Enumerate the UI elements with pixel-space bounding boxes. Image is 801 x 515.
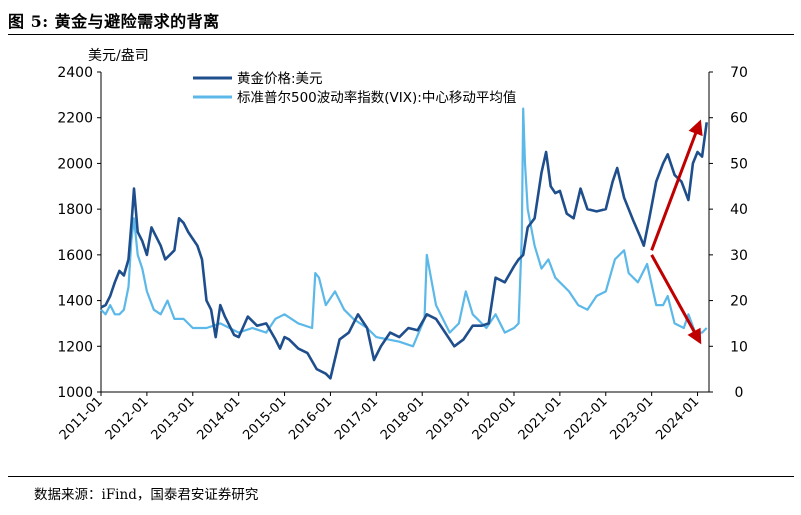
- trend-arrows: [650, 119, 703, 345]
- vix-series-line: [100, 107, 708, 348]
- gold-rising-arrow: [650, 119, 703, 251]
- right-tick-label: 40: [730, 202, 748, 218]
- vix-falling-arrow: [650, 254, 702, 345]
- left-tick-label: 1400: [57, 294, 93, 310]
- x-tick-label: 2017-01: [332, 394, 381, 443]
- legend-label-vix: 标准普尔500波动率指数(VIX):中心移动平均值: [237, 89, 516, 106]
- footer-divider: [8, 476, 794, 477]
- x-tick-label: 2021-01: [516, 394, 565, 443]
- right-tick-label: 0: [735, 385, 744, 401]
- left-tick-label: 1000: [57, 385, 93, 401]
- x-tick-label: 2015-01: [240, 394, 289, 443]
- right-tick-label: 30: [730, 248, 748, 264]
- right-tick-label: 10: [730, 339, 748, 355]
- left-tick-label: 1800: [57, 202, 93, 218]
- x-tick-label: 2018-01: [378, 394, 427, 443]
- x-tick-label: 2012-01: [103, 394, 152, 443]
- x-tick-label: 2023-01: [607, 394, 656, 443]
- x-tick-label: 2016-01: [286, 394, 335, 443]
- right-tick-label: 20: [730, 294, 748, 310]
- x-tick-label: 2019-01: [424, 394, 473, 443]
- left-tick-label: 1200: [57, 339, 93, 355]
- right-tick-label: 70: [730, 65, 748, 81]
- left-tick-label: 2200: [57, 111, 93, 127]
- gold-series-line: [100, 122, 708, 380]
- page-title: 图 5: 黄金与避险需求的背离: [8, 12, 220, 31]
- right-tick-label: 60: [730, 111, 748, 127]
- chart: 美元/盎司 1000120014001600180020002200240001…: [57, 48, 748, 443]
- left-tick-label: 2000: [57, 156, 93, 172]
- source-note: 数据来源：iFind，国泰君安证券研究: [34, 487, 259, 503]
- series-lines: [100, 107, 708, 380]
- title-divider: [8, 34, 794, 35]
- x-tick-label: 2014-01: [194, 394, 243, 443]
- left-tick-label: 2400: [57, 65, 93, 81]
- x-tick-label: 2022-01: [562, 394, 611, 443]
- axes: 1000 1200 1400 1600 1800 2000 2200 2400 0 10 20 30 4…: [57, 65, 748, 443]
- x-tick-label: 2024-01: [653, 394, 702, 443]
- right-tick-label: 50: [730, 156, 748, 172]
- x-tick-label: 2011-01: [57, 394, 106, 443]
- x-tick-label: 2020-01: [470, 394, 519, 443]
- x-tick-label: 2013-01: [149, 394, 198, 443]
- legend-label-gold: 黄金价格:美元: [237, 71, 323, 87]
- y-axis-unit-label: 美元/盎司: [88, 48, 149, 64]
- left-tick-label: 1600: [57, 248, 93, 264]
